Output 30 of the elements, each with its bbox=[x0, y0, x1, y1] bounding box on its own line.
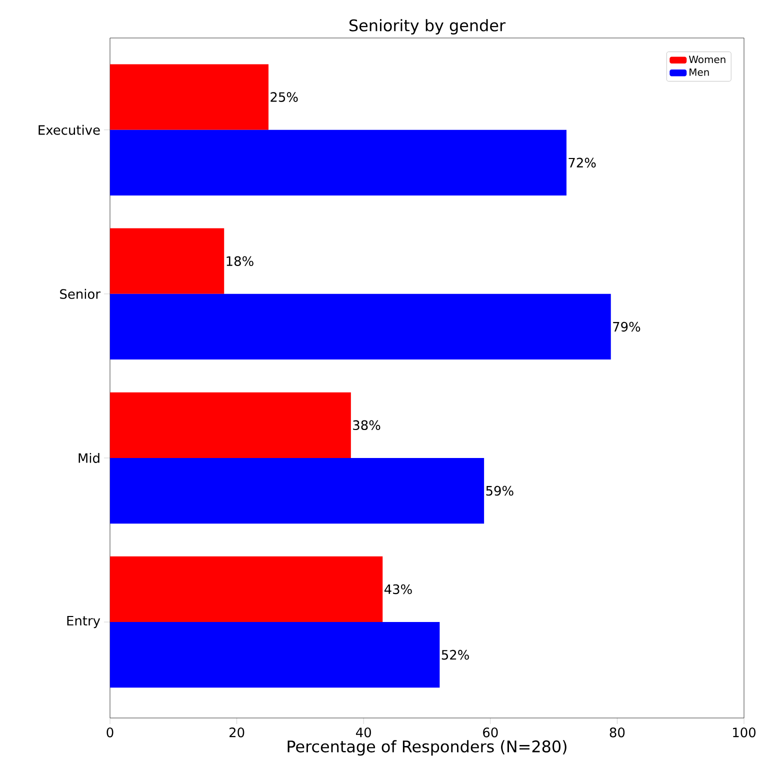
bar bbox=[110, 458, 484, 524]
bar bbox=[110, 294, 611, 360]
legend-label: Men bbox=[690, 68, 709, 76]
x-tick-label: 40 bbox=[356, 728, 371, 738]
data-label: 72% bbox=[568, 158, 596, 168]
x-tick-label: 100 bbox=[733, 728, 756, 738]
bar bbox=[110, 130, 566, 196]
chart-title: Seniority by gender bbox=[350, 19, 506, 34]
y-tick-label: Executive bbox=[38, 124, 100, 135]
x-tick-label: 20 bbox=[230, 728, 244, 738]
bar bbox=[110, 228, 224, 294]
bar bbox=[110, 622, 440, 688]
x-tick-label: 0 bbox=[106, 728, 114, 738]
bar bbox=[110, 392, 351, 458]
bar bbox=[110, 64, 268, 130]
legend-label: Women bbox=[688, 56, 726, 64]
data-label: 52% bbox=[442, 650, 469, 660]
data-label: 38% bbox=[353, 420, 380, 430]
data-label: 59% bbox=[486, 486, 514, 496]
x-axis-title: Percentage of Responders (N=280) bbox=[288, 740, 566, 756]
data-label: 18% bbox=[226, 256, 254, 266]
y-tick-label: Mid bbox=[78, 452, 100, 463]
data-label: 43% bbox=[384, 584, 412, 594]
x-tick-label: 60 bbox=[483, 728, 498, 738]
x-tick-label: 80 bbox=[610, 728, 625, 738]
bar bbox=[110, 556, 383, 622]
data-label: 79% bbox=[613, 322, 640, 332]
y-tick-label: Entry bbox=[67, 616, 100, 628]
y-tick-label: Senior bbox=[60, 288, 100, 299]
data-label: 25% bbox=[270, 92, 298, 102]
